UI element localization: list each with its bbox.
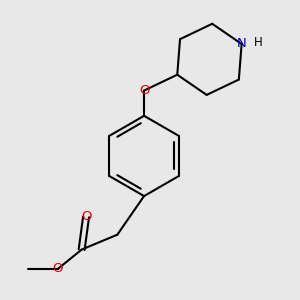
Text: N: N xyxy=(237,38,247,50)
Text: O: O xyxy=(139,84,149,97)
Text: H: H xyxy=(254,36,262,49)
Text: O: O xyxy=(81,210,91,224)
Text: O: O xyxy=(52,262,63,275)
